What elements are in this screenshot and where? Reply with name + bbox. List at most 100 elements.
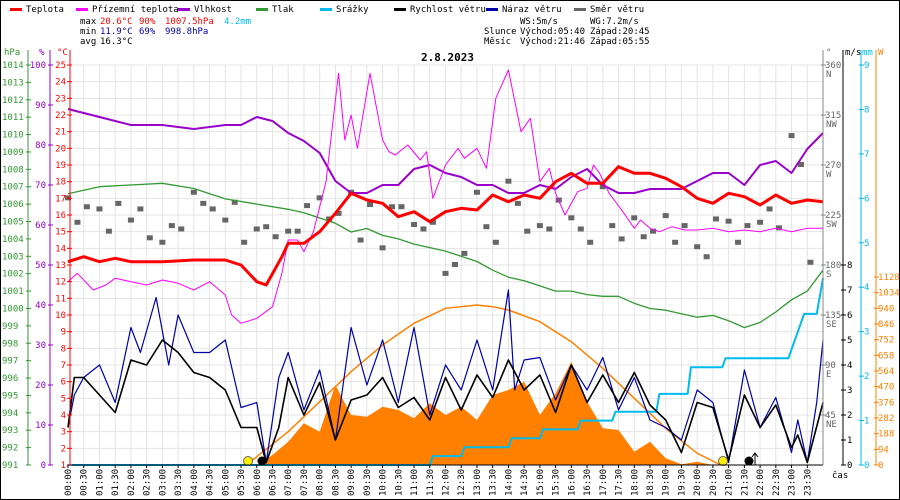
temperature-tick-label: 6 <box>61 378 66 388</box>
temperature-tick-label: 9 <box>61 328 66 338</box>
legend-swatch <box>256 8 268 11</box>
wind-direction-point <box>272 234 279 240</box>
solar-tick-label: 1034 <box>878 289 900 299</box>
pressure-tick-label: 997 <box>2 357 18 367</box>
temperature-tick-label: 8 <box>61 344 66 354</box>
wind-tick-label: 3 <box>847 386 852 396</box>
x-axis-label: čas <box>832 470 848 481</box>
x-tick-label: 05:30 <box>237 469 247 496</box>
wind-direction-point <box>379 245 386 251</box>
rain-tick-label: 5 <box>864 239 869 249</box>
info-block: WS:5m/s WG:7.2m/s Slunce Východ:05:40 Zá… <box>484 17 650 47</box>
x-tick-label: 20:30 <box>709 469 719 496</box>
direction-tick-name: S <box>826 270 831 280</box>
x-tick-label: 04:00 <box>190 469 200 496</box>
stats-min-label: min <box>80 27 96 37</box>
wind-direction-point <box>294 228 301 234</box>
wind-direction-point <box>650 228 657 234</box>
x-tick-label: 12:00 <box>442 469 452 496</box>
legend-swatch <box>574 8 586 11</box>
wind-direction-point <box>807 259 814 265</box>
wind-speed-line <box>67 339 824 464</box>
stats-max-rain: 4.2mm <box>224 17 251 27</box>
x-tick-label: 12:30 <box>457 469 467 496</box>
temperature-tick-label: 2 <box>61 444 66 454</box>
humidity-tick-label: 10 <box>35 421 46 431</box>
wind-direction-point <box>766 206 773 212</box>
rain-tick-label: 0 <box>864 461 869 471</box>
temperature-tick-label: 1 <box>61 461 66 471</box>
legend-item: Teplota <box>26 5 64 15</box>
stats-max-hum: 90% <box>139 17 156 27</box>
solar-axis-unit: W <box>878 48 884 58</box>
solar-tick-label: 564 <box>878 367 894 377</box>
pressure-tick-label: 1003 <box>2 252 24 262</box>
wind-tick-label: 8 <box>847 261 852 271</box>
x-tick-label: 17:30 <box>615 469 625 496</box>
rain-tick-label: 4 <box>864 283 869 293</box>
temperature-tick-label: 4 <box>61 411 66 421</box>
direction-tick-name: N <box>826 70 831 80</box>
wind-direction-point <box>115 200 122 206</box>
direction-tick-label: 315 <box>825 111 841 121</box>
wind-direction-point <box>178 226 185 232</box>
x-tick-label: 16:00 <box>567 469 577 496</box>
x-tick-label: 10:30 <box>394 469 404 496</box>
rain-axis-unit: mm <box>862 48 873 58</box>
wind-direction-point <box>429 219 436 225</box>
wind-direction-point <box>577 226 584 232</box>
wind-direction-point <box>137 206 144 212</box>
legend-swatch <box>10 8 22 11</box>
temperature-tick-label: 7 <box>61 361 66 371</box>
moonrise-arrow-icon <box>751 452 759 465</box>
wind-direction-point <box>492 239 499 245</box>
pressure-tick-label: 1006 <box>2 200 24 210</box>
temperature-tick-label: 14 <box>55 244 66 254</box>
wind-direction-point <box>725 218 732 224</box>
x-tick-label: 22:30 <box>772 469 782 496</box>
solar-tick-label: 470 <box>878 383 894 393</box>
x-tick-label: 06:30 <box>268 469 278 496</box>
direction-tick-label: 270 <box>825 161 841 171</box>
x-tick-label: 19:30 <box>677 469 687 496</box>
wind-axis-unit: m/s <box>845 48 861 58</box>
x-tick-label: 13:30 <box>489 469 499 496</box>
temperature-tick-label: 19 <box>55 161 66 171</box>
stats-avg-temp: 16.3°C <box>100 37 133 47</box>
legend-item: Vlhkost <box>194 5 232 15</box>
wind-direction-point <box>672 239 679 245</box>
x-tick-label: 00:00 <box>64 469 74 496</box>
info-ws: WS:5m/s <box>520 17 558 27</box>
rain-tick-label: 1 <box>864 417 869 427</box>
solar-tick-label: 1128 <box>878 273 900 283</box>
legend-swatch <box>486 8 498 11</box>
x-tick-label: 13:00 <box>473 469 483 496</box>
temperature-tick-label: 21 <box>55 128 66 138</box>
precipitation-line <box>68 278 824 466</box>
direction-tick-label: 135 <box>825 311 841 321</box>
rain-tick-label: 7 <box>864 150 869 160</box>
temperature-tick-label: 10 <box>55 311 66 321</box>
direction-tick-label: 360 <box>825 61 841 71</box>
x-tick-label: 09:30 <box>363 469 373 496</box>
stats-min-hum: 69% <box>139 27 156 37</box>
humidity-tick-label: 20 <box>35 381 46 391</box>
wind-direction-point <box>420 226 427 232</box>
wind-direction-point <box>357 237 364 243</box>
legend-swatch <box>394 8 406 11</box>
x-tick-label: 07:30 <box>300 469 310 496</box>
x-tick-label: 14:00 <box>504 469 514 496</box>
info-moon-label: Měsíc <box>484 37 511 47</box>
x-tick-label: 19:00 <box>662 469 672 496</box>
pressure-tick-label: 998 <box>2 339 18 349</box>
solar-radiation-area <box>256 361 713 465</box>
wind-direction-point <box>96 206 103 212</box>
x-tick-label: 22:00 <box>756 469 766 496</box>
temperature-tick-label: 24 <box>55 78 66 88</box>
wind-tick-label: 2 <box>847 411 852 421</box>
solar-tick-label: 282 <box>878 414 894 424</box>
pressure-tick-label: 993 <box>2 426 18 436</box>
wind-direction-point <box>263 224 270 230</box>
legend-item: Tlak <box>272 5 294 15</box>
wind-direction-point <box>546 226 553 232</box>
